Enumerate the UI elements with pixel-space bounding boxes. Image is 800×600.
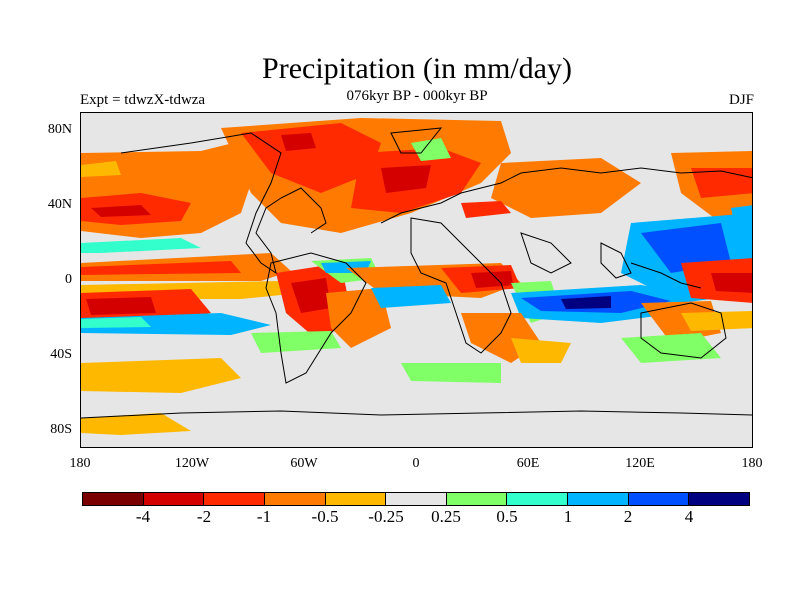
x-label-60e: 60E [516,456,540,471]
colorbar-segment [386,493,447,505]
precipitation-map [80,112,753,448]
x-label-120e: 120E [625,456,655,471]
y-label-40n: 40N [47,197,72,212]
y-label-40s: 40S [50,347,72,362]
experiment-label: Expt = tdwzX-tdwza [80,92,206,108]
coastlines [81,127,752,419]
y-label-0: 0 [65,272,72,287]
colorbar-label: -0.25 [368,507,404,526]
colorbar-segment [83,493,144,505]
colorbar-label: 0.25 [431,507,461,526]
colorbar-segment [507,493,569,505]
colorbar-segment [264,493,326,505]
period-label: 076kyr BP - 000kyr BP [346,88,488,104]
y-label-80n: 80N [47,122,72,137]
x-label-60w: 60W [290,456,318,471]
colorbar-segment [325,493,387,505]
colorbar-label: -2 [196,507,212,526]
colorbar-label: 4 [684,507,694,526]
x-label-120w: 120W [174,456,210,471]
colorbar-segment [689,493,750,505]
colorbar-label: -0.5 [311,507,339,526]
colorbar-label: -1 [256,507,272,526]
anomaly-eurasia [491,158,641,218]
colorbar-segment [143,493,205,505]
colorbar-label: 2 [623,507,633,526]
colorbar-label: -4 [135,507,151,526]
colorbar-segment [568,493,629,505]
colorbar-segment [204,493,265,505]
colorbar-label: 0.5 [496,507,518,526]
anomaly-southern-ocean [81,358,241,393]
season-label: DJF [728,92,754,108]
plot-title: Precipitation (in mm/day) [262,52,572,85]
y-label-80s: 80S [50,422,72,437]
colorbar-label: 1 [563,507,573,526]
colorbar-segment [446,493,508,505]
x-label-180e: 180 [741,456,763,471]
x-label-180w: 180 [69,456,91,471]
x-label-0: 0 [412,456,420,471]
colorbar [82,492,750,506]
colorbar-segment [628,493,690,505]
